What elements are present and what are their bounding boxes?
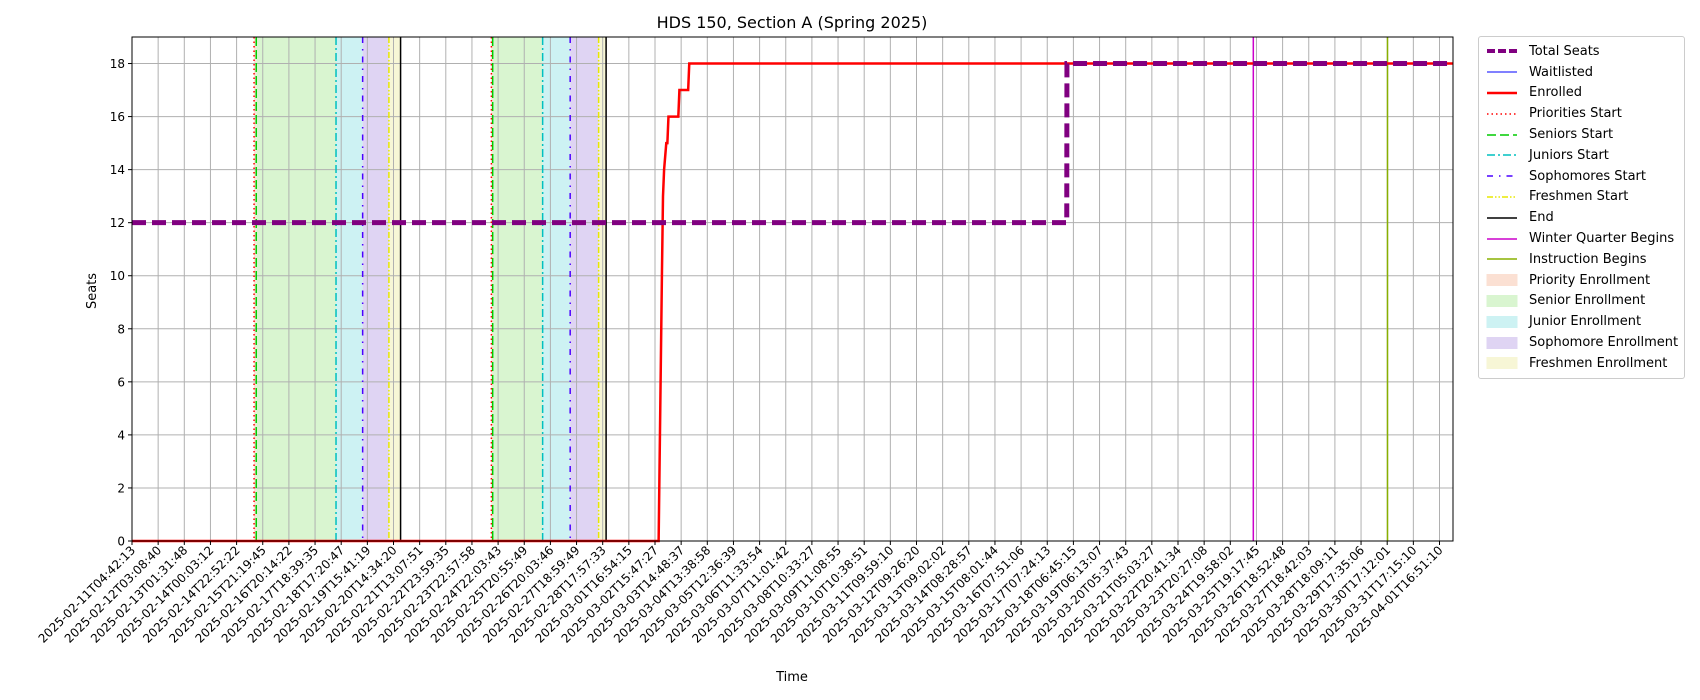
legend-label: Waitlisted (1529, 64, 1594, 80)
legend-patch (1486, 274, 1518, 287)
legend-patch (1486, 357, 1518, 370)
legend-item: Waitlisted (1485, 62, 1678, 83)
legend-label: Freshmen Enrollment (1529, 355, 1668, 371)
legend-item: Freshmen Start (1485, 187, 1678, 208)
legend-swatch (1487, 175, 1517, 177)
legend-swatch (1486, 336, 1518, 349)
span-senior-enrollment (256, 37, 337, 541)
legend-swatch (1487, 133, 1517, 136)
legend-label: Junior Enrollment (1529, 314, 1642, 330)
legend-patch (1486, 315, 1518, 328)
legend-item: Priorities Start (1485, 103, 1678, 124)
legend-item: Sophomore Enrollment (1485, 332, 1678, 353)
y-tick-label: 4 (117, 428, 125, 442)
legend-swatch (1487, 258, 1517, 261)
enrollment-spans (254, 37, 607, 541)
x-axis-label: Time (775, 670, 808, 685)
span-sophomore-enrollment (362, 37, 389, 541)
legend-item: End (1485, 207, 1678, 228)
legend-item: Priority Enrollment (1485, 270, 1678, 291)
legend-label: Sophomore Enrollment (1529, 335, 1679, 351)
legend-item: Total Seats (1485, 41, 1678, 62)
legend-item: Enrolled (1485, 83, 1678, 104)
legend-item: Senior Enrollment (1485, 291, 1678, 312)
legend-patch (1486, 336, 1518, 349)
y-tick-label: 12 (110, 216, 125, 230)
legend-swatch (1487, 71, 1517, 73)
axes-frame (131, 36, 1454, 542)
legend-patch (1486, 294, 1518, 307)
y-tick-label: 8 (117, 322, 125, 336)
legend-swatch (1487, 49, 1517, 54)
y-axis-label: Seats (85, 273, 100, 309)
legend-swatch (1487, 237, 1517, 240)
legend-item: Seniors Start (1485, 124, 1678, 145)
y-tick-label: 0 (117, 535, 125, 549)
legend-label: Priorities Start (1529, 106, 1622, 122)
legend-label: Freshmen Start (1529, 189, 1629, 205)
y-tick-label: 14 (110, 163, 125, 177)
y-tick-label: 18 (110, 57, 125, 71)
y-tick-label: 10 (110, 269, 125, 283)
span-sophomore-enrollment (570, 37, 599, 541)
legend-label: Priority Enrollment (1529, 272, 1651, 288)
span-freshmen-enrollment (388, 37, 401, 541)
series-total-seats (132, 61, 1453, 226)
span-senior-enrollment (492, 37, 543, 541)
legend-label: Sophomores Start (1529, 168, 1646, 184)
legend-label: Total Seats (1529, 43, 1600, 59)
legend-swatch (1486, 315, 1518, 328)
legend-swatch (1487, 91, 1517, 95)
legend-swatch (1487, 196, 1517, 198)
legend-item: Junior Enrollment (1485, 311, 1678, 332)
legend-label: End (1529, 210, 1554, 226)
legend-label: Winter Quarter Begins (1529, 231, 1675, 247)
legend-label: Instruction Begins (1529, 251, 1647, 267)
legend-swatch (1486, 294, 1518, 307)
span-priority-enrollment (254, 37, 257, 541)
legend-swatch (1487, 217, 1517, 219)
milestone-lines (253, 37, 1389, 541)
y-axis-ticks: 0 2 4 6 8 10 12 14 16 18 (110, 57, 132, 549)
legend-item: Winter Quarter Begins (1485, 228, 1678, 249)
legend-label: Senior Enrollment (1529, 293, 1646, 309)
legend-item: Sophomores Start (1485, 166, 1678, 187)
y-tick-label: 6 (117, 375, 125, 389)
span-junior-enrollment (336, 37, 363, 541)
chart-title: HDS 150, Section A (Spring 2025) (657, 13, 928, 32)
span-junior-enrollment (542, 37, 571, 541)
legend-item: Freshmen Enrollment (1485, 353, 1678, 374)
series-enrolled (132, 62, 1453, 543)
plot-frame (131, 36, 1454, 542)
legend-label: Seniors Start (1529, 127, 1614, 143)
y-tick-label: 16 (110, 110, 125, 124)
legend-item: Juniors Start (1485, 145, 1678, 166)
legend-item: Instruction Begins (1485, 249, 1678, 270)
y-tick-label: 2 (117, 481, 125, 495)
legend-swatch (1487, 154, 1517, 157)
legend-swatch (1487, 113, 1517, 115)
legend-swatch (1486, 357, 1518, 370)
legend-swatch (1486, 274, 1518, 287)
legend-label: Juniors Start (1529, 147, 1609, 163)
x-axis-ticks: 2025-02-11T04:42:132025-02-12T03:08:4020… (36, 541, 1446, 646)
legend-label: Enrolled (1529, 85, 1582, 101)
legend: Total Seats Waitlisted Enrolled Priorities … (1478, 36, 1686, 379)
